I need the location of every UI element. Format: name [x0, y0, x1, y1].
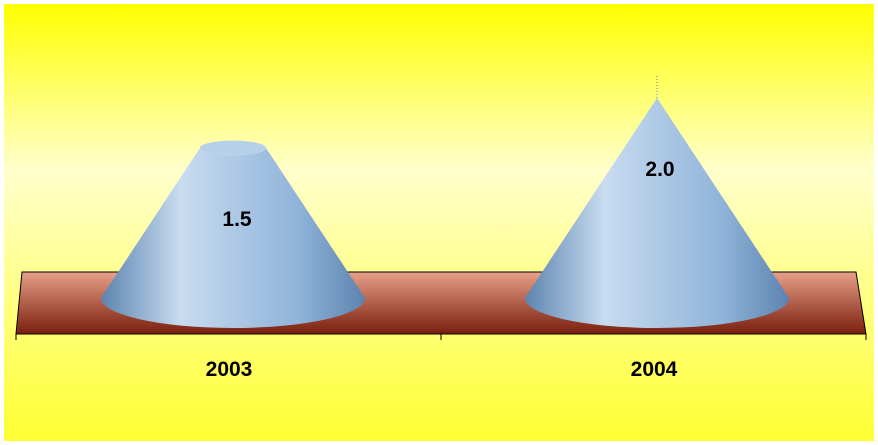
data-label-2004: 2.0	[645, 158, 674, 181]
cone-2004	[525, 98, 789, 328]
cone-2003	[101, 148, 365, 328]
chart-background	[4, 4, 874, 441]
data-label-2003: 1.5	[222, 208, 252, 231]
cones-layer	[101, 76, 789, 328]
cone-top-2003	[200, 140, 266, 156]
category-label-2004: 2004	[631, 358, 678, 381]
category-label-2003: 2003	[206, 358, 253, 381]
